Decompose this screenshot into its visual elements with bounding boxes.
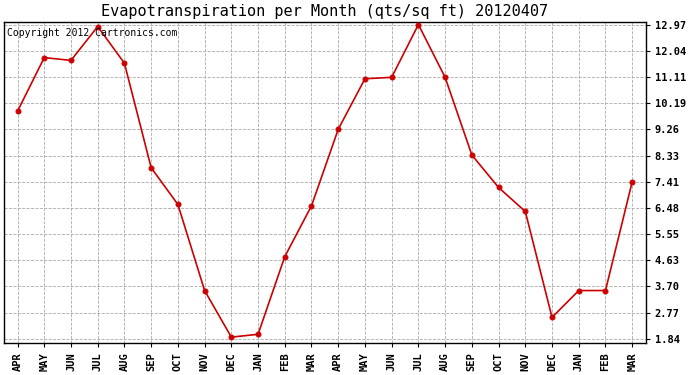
Text: Copyright 2012 Cartronics.com: Copyright 2012 Cartronics.com — [8, 28, 178, 38]
Title: Evapotranspiration per Month (qts/sq ft) 20120407: Evapotranspiration per Month (qts/sq ft)… — [101, 4, 549, 19]
